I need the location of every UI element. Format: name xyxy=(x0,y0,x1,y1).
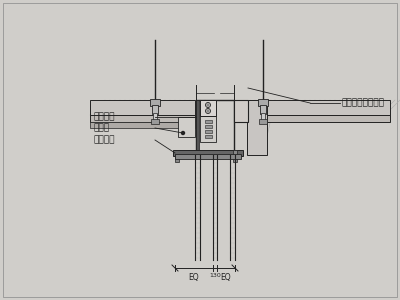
Text: 感应器: 感应器 xyxy=(93,124,109,133)
Bar xyxy=(234,100,248,122)
Bar xyxy=(175,154,241,159)
Circle shape xyxy=(182,131,184,134)
Text: EQ: EQ xyxy=(189,273,199,282)
Text: 移门滑轨: 移门滑轨 xyxy=(93,112,114,122)
Bar xyxy=(235,115,390,122)
Text: 130: 130 xyxy=(209,273,221,278)
Bar xyxy=(261,113,265,120)
Bar xyxy=(173,150,243,156)
Text: EQ: EQ xyxy=(221,273,231,282)
Bar xyxy=(259,119,267,124)
Bar xyxy=(151,119,159,124)
Bar xyxy=(90,100,195,115)
Bar xyxy=(152,105,158,114)
Bar xyxy=(200,100,216,116)
Text: 电机（预留电源）: 电机（预留电源） xyxy=(342,98,385,107)
Bar xyxy=(153,113,157,120)
Bar xyxy=(150,99,160,106)
Bar xyxy=(205,125,212,128)
Bar xyxy=(235,100,390,115)
Bar xyxy=(196,100,199,152)
Bar xyxy=(200,116,216,142)
Circle shape xyxy=(207,110,209,112)
Circle shape xyxy=(207,104,209,106)
Bar xyxy=(205,120,212,123)
Bar xyxy=(90,115,195,122)
Bar xyxy=(258,99,268,106)
Bar xyxy=(205,135,212,138)
Bar xyxy=(175,154,179,162)
Bar xyxy=(260,105,266,114)
Bar xyxy=(205,130,212,133)
Bar xyxy=(90,122,195,128)
Bar xyxy=(178,117,195,137)
Text: 金属饰面: 金属饰面 xyxy=(93,136,114,145)
Bar xyxy=(196,100,234,152)
Bar xyxy=(247,100,267,155)
Bar xyxy=(233,150,237,162)
